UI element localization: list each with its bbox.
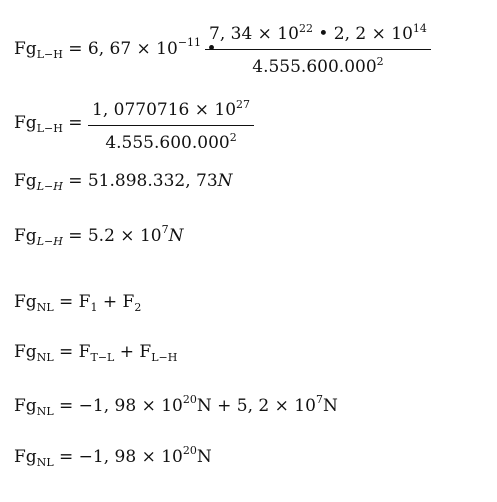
force-term-2-subscript: L−H: [151, 351, 178, 364]
force-subscript: L−H: [36, 48, 63, 61]
distance-exponent: 2: [376, 55, 384, 68]
force-symbol: Fg: [14, 39, 37, 59]
mass-a: 7, 34 × 10: [209, 24, 299, 44]
force-term-2-exponent: 7: [315, 393, 323, 406]
constant-exponent: −11: [177, 36, 202, 49]
force-symbol: Fg: [14, 171, 37, 191]
result-value: = 5.2 × 10: [68, 226, 162, 246]
force-term-1-subscript: T−L: [90, 351, 115, 364]
equation-8: FgNL = −1, 98 × 1020N: [14, 445, 212, 468]
force-term-1: = F: [59, 342, 91, 362]
fraction-denominator: 4.555.600.0002: [88, 125, 255, 153]
force-symbol: Fg: [14, 292, 37, 312]
fraction-numerator: 7, 34 × 1022 • 2, 2 × 1014: [205, 22, 431, 49]
distance-exponent: 2: [229, 131, 237, 144]
mass-b-exponent: 14: [412, 22, 427, 35]
result-exponent: 7: [161, 223, 169, 236]
equation-2-lhs: FgL−H =: [14, 113, 83, 135]
force-term-2: N + 5, 2 × 10: [196, 396, 316, 416]
unit-newton: N: [322, 396, 338, 416]
equation-2-fraction: 1, 0770716 × 1027 4.555.600.0002: [88, 98, 255, 153]
equals-sign: =: [68, 113, 83, 133]
force-symbol: Fg: [14, 113, 37, 133]
unit-newton: N: [217, 171, 233, 191]
equation-1-fraction: 7, 34 × 1022 • 2, 2 × 1014 4.555.600.000…: [205, 22, 431, 77]
result-value: = 51.898.332, 73: [68, 171, 218, 191]
multiply-dot: •: [318, 24, 329, 44]
force-subscript: NL: [36, 456, 54, 469]
mass-a-exponent: 22: [298, 22, 313, 35]
force-subscript: L−H: [36, 122, 63, 135]
fraction-denominator: 4.555.600.0002: [205, 49, 431, 77]
equation-5: FgNL = F1 + F2: [14, 292, 142, 314]
force-symbol: Fg: [14, 226, 37, 246]
result-value: = −1, 98 × 10: [59, 447, 183, 467]
fraction-numerator: 1, 0770716 × 1027: [88, 98, 254, 125]
force-subscript: L−H: [36, 235, 63, 248]
force-term-2: + F: [97, 292, 135, 312]
gravitational-constant: 6, 67 × 10: [87, 39, 178, 59]
force-symbol: Fg: [14, 396, 37, 416]
force-term-1: = −1, 98 × 10: [59, 396, 183, 416]
force-subscript: NL: [36, 351, 54, 364]
unit-newton: N: [196, 447, 212, 467]
force-subscript: NL: [36, 301, 54, 314]
equation-7: FgNL = −1, 98 × 1020N + 5, 2 × 107N: [14, 394, 338, 417]
force-term-1-exponent: 20: [182, 393, 197, 406]
equation-1-lhs: FgL−H = 6, 67 × 10−11 •: [14, 37, 216, 60]
distance: 4.555.600.000: [252, 57, 377, 77]
force-symbol: Fg: [14, 447, 37, 467]
force-term-2: + F: [114, 342, 152, 362]
force-term-1: = F: [59, 292, 91, 312]
force-subscript: NL: [36, 405, 54, 418]
result-exponent: 20: [182, 444, 197, 457]
unit-newton: N: [168, 226, 184, 246]
distance: 4.555.600.000: [105, 133, 230, 153]
force-subscript: L−H: [36, 180, 63, 193]
equation-3: FgL−H = 51.898.332, 73N: [14, 171, 233, 193]
product-exponent: 27: [236, 98, 251, 111]
equals-sign: =: [68, 39, 83, 59]
mass-b: 2, 2 × 10: [333, 24, 413, 44]
equation-6: FgNL = FT−L + FL−H: [14, 342, 178, 364]
force-term-1-subscript: 1: [90, 301, 98, 314]
product-value: 1, 0770716 × 10: [92, 100, 237, 120]
force-symbol: Fg: [14, 342, 37, 362]
force-term-2-subscript: 2: [134, 301, 142, 314]
equation-4: FgL−H = 5.2 × 107N: [14, 224, 183, 247]
